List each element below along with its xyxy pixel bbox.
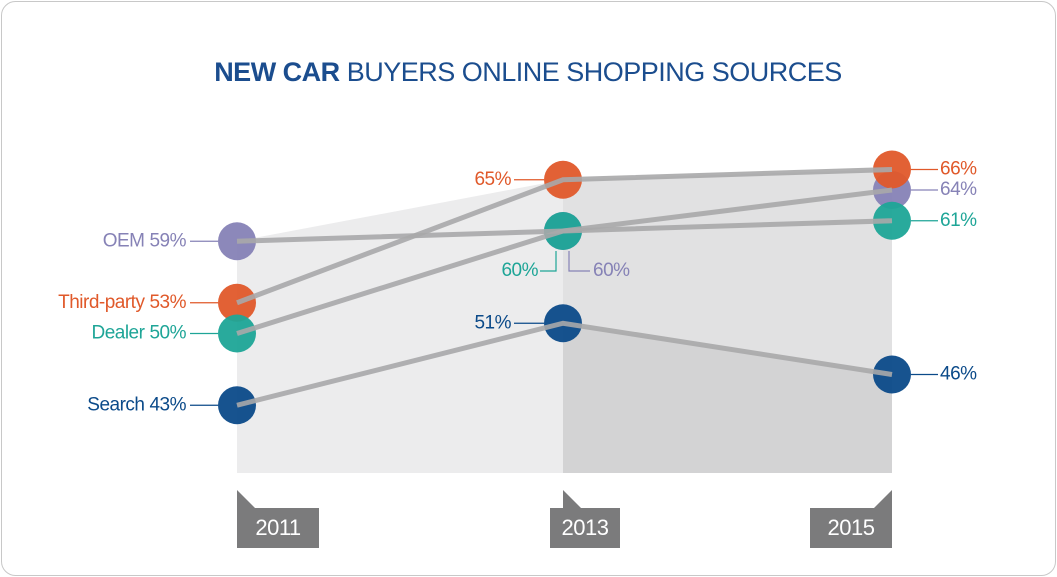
data-label: Dealer 50% xyxy=(91,323,186,344)
data-label: 46% xyxy=(940,364,977,385)
area-left xyxy=(237,179,563,473)
year-notch xyxy=(237,490,255,508)
year-tab xyxy=(810,508,892,548)
series-line xyxy=(236,320,893,408)
data-label: 65% xyxy=(474,169,511,190)
data-label: 51% xyxy=(474,312,511,333)
series-line xyxy=(236,218,893,336)
series-name: Third-party xyxy=(58,292,145,313)
series-name: OEM xyxy=(103,230,145,251)
year-notch xyxy=(874,490,892,508)
x-tick-label: 2013 xyxy=(562,515,609,540)
year-tab xyxy=(550,508,620,548)
leader xyxy=(568,251,590,272)
data-label: 64% xyxy=(940,179,977,200)
area-right-low xyxy=(563,323,892,473)
year-tab xyxy=(237,508,319,548)
data-label: 66% xyxy=(940,159,977,180)
chart-title: NEW CAR BUYERS ONLINE SHOPPING SOURCES xyxy=(214,57,842,87)
leader xyxy=(540,251,557,272)
title-bold: NEW CAR xyxy=(214,57,340,87)
series-name: Dealer xyxy=(91,323,145,344)
data-label: Search 43% xyxy=(87,394,186,415)
value-label: 50% xyxy=(149,323,186,344)
series-line xyxy=(236,167,893,306)
data-label: OEM 59% xyxy=(103,230,187,251)
background xyxy=(237,169,892,473)
data-label: 60% xyxy=(501,260,538,281)
value-label: 43% xyxy=(149,394,186,415)
x-tick-label: 2011 xyxy=(255,515,301,540)
data-label: 60% xyxy=(593,260,630,281)
data-label: 61% xyxy=(940,210,977,231)
x-tick-label: 2015 xyxy=(828,515,875,540)
title-rest: BUYERS ONLINE SHOPPING SOURCES xyxy=(347,57,842,87)
year-notch xyxy=(563,490,581,508)
data-label: Third-party 53% xyxy=(58,292,186,313)
marks: 2011 2013 2015 OEM 59% 60% 64% Third-party 53% 65… xyxy=(58,150,978,548)
value-label: 53% xyxy=(149,292,186,313)
value-label: 59% xyxy=(149,230,186,251)
series-name: Search xyxy=(87,394,144,415)
